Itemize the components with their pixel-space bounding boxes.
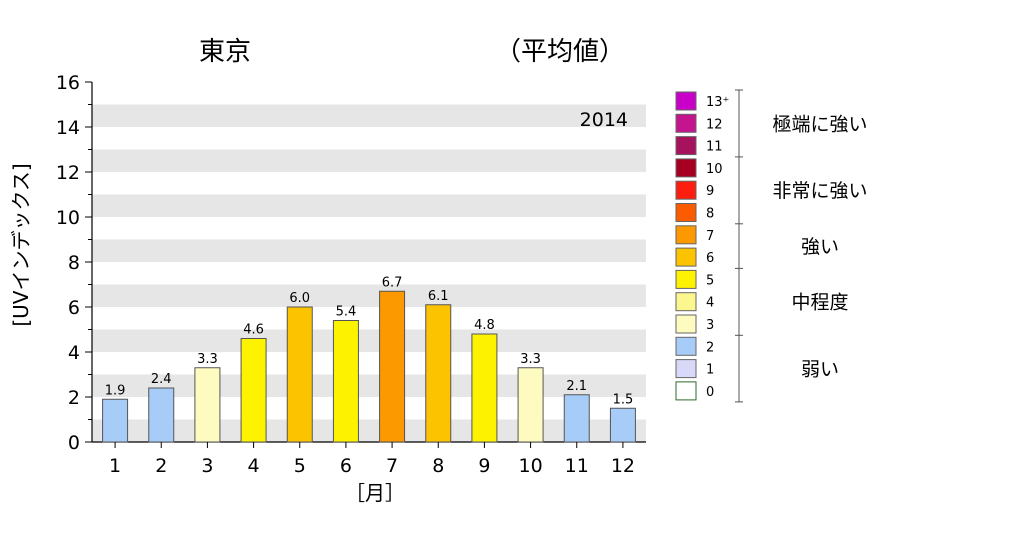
legend-swatch bbox=[675, 225, 697, 245]
legend-level-label: 2 bbox=[706, 340, 714, 355]
bar-month-11 bbox=[563, 394, 590, 443]
grid-band bbox=[92, 104, 646, 127]
y-tick-label: 14 bbox=[56, 117, 80, 139]
grid-band bbox=[92, 419, 646, 442]
bar-month-3 bbox=[194, 367, 221, 443]
y-tick-label: 10 bbox=[56, 207, 80, 229]
bars: 1.9 2.4 3.3 4.6 6.0 5.4 6.7 6.1 4.8 3.3 2.1 1.5 bbox=[102, 275, 636, 443]
y-axis: 0 2 4 6 8 10 12 14 16 bbox=[56, 72, 92, 454]
data-label: 2.4 bbox=[151, 372, 172, 387]
y-tick-label: 0 bbox=[68, 432, 80, 454]
y-tick-label: 4 bbox=[68, 342, 80, 364]
legend-category-label: 強い bbox=[801, 236, 839, 258]
bar-month-1 bbox=[102, 398, 129, 443]
legend-swatch bbox=[675, 336, 697, 356]
legend-level-label: 13⁺ bbox=[706, 95, 729, 110]
year-label: 2014 bbox=[580, 109, 628, 131]
legend-category-label: 中程度 bbox=[791, 292, 848, 314]
legend-level-label: 10 bbox=[706, 162, 723, 177]
data-label: 6.1 bbox=[428, 289, 449, 304]
grid-band bbox=[92, 329, 646, 352]
legend-swatch bbox=[675, 158, 697, 178]
legend-category-label: 弱い bbox=[801, 359, 839, 381]
legend-swatch bbox=[675, 203, 697, 222]
bar-month-9 bbox=[471, 333, 498, 443]
x-tick-label: 6 bbox=[340, 455, 352, 477]
x-axis: 1 2 3 4 5 6 7 8 9 10 11 12 bbox=[109, 442, 635, 477]
data-label: 1.5 bbox=[613, 392, 634, 407]
legend-swatch bbox=[675, 292, 697, 312]
legend-level-label: 3 bbox=[706, 318, 714, 333]
legend-swatch bbox=[675, 359, 697, 379]
legend-level-label: 8 bbox=[706, 207, 714, 222]
x-tick-label: 2 bbox=[155, 455, 167, 477]
legend-level-label: 4 bbox=[706, 296, 714, 311]
x-tick-label: 7 bbox=[386, 455, 398, 477]
x-tick-label: 4 bbox=[248, 455, 260, 477]
bar-month-7 bbox=[379, 290, 406, 443]
data-label: 1.9 bbox=[105, 383, 126, 398]
bar-month-5 bbox=[286, 306, 313, 443]
data-label: 3.3 bbox=[197, 352, 218, 367]
legend-level-label: 6 bbox=[706, 251, 714, 266]
bar-month-8 bbox=[425, 304, 452, 443]
bar-month-2 bbox=[148, 387, 175, 443]
grid-band bbox=[92, 194, 646, 217]
y-tick-label: 8 bbox=[68, 252, 80, 274]
data-label: 6.7 bbox=[382, 275, 403, 290]
legend-level-label: 7 bbox=[706, 229, 714, 244]
legend-level-label: 11 bbox=[706, 140, 723, 155]
legend-swatch bbox=[675, 91, 697, 111]
grid-band bbox=[92, 374, 646, 397]
data-label: 6.0 bbox=[289, 291, 310, 306]
legend-swatch bbox=[675, 314, 697, 334]
y-axis-label: [UVインデックス] bbox=[9, 163, 33, 326]
grid-bands bbox=[92, 104, 646, 442]
legend-swatch bbox=[675, 180, 697, 200]
legend-category-label: 非常に強い bbox=[772, 180, 867, 202]
grid-band bbox=[92, 284, 646, 307]
legend-swatch bbox=[675, 113, 697, 133]
y-tick-label: 12 bbox=[56, 162, 80, 184]
data-label: 4.8 bbox=[474, 318, 495, 333]
x-tick-label: 8 bbox=[432, 455, 444, 477]
grid-band bbox=[92, 149, 646, 172]
x-tick-label: 9 bbox=[478, 455, 490, 477]
x-axis-label: ［月］ bbox=[345, 481, 405, 505]
x-tick-label: 12 bbox=[611, 455, 635, 477]
bar-month-12 bbox=[609, 407, 636, 443]
x-tick-label: 10 bbox=[518, 455, 542, 477]
chart-subtitle: （平均値） bbox=[495, 37, 625, 67]
x-tick-label: 1 bbox=[109, 455, 121, 477]
y-tick-label: 16 bbox=[56, 72, 80, 94]
legend-swatch bbox=[675, 247, 697, 267]
legend-category-label: 極端に強い bbox=[772, 113, 867, 135]
legend-swatch bbox=[675, 381, 697, 401]
x-tick-label: 11 bbox=[565, 455, 589, 477]
legend-level-label: 9 bbox=[706, 184, 714, 199]
legend-swatch bbox=[675, 269, 697, 289]
chart-title: 東京 bbox=[199, 37, 251, 67]
bar-month-6 bbox=[332, 320, 359, 443]
x-tick-label: 5 bbox=[294, 455, 306, 477]
data-label: 5.4 bbox=[336, 305, 357, 320]
y-tick-label: 2 bbox=[68, 387, 80, 409]
legend-level-label: 0 bbox=[706, 385, 714, 400]
data-label: 2.1 bbox=[566, 379, 587, 394]
grid-band bbox=[92, 239, 646, 262]
x-tick-label: 3 bbox=[201, 455, 213, 477]
data-label: 4.6 bbox=[243, 323, 264, 338]
bar-month-4 bbox=[240, 338, 267, 443]
data-label: 3.3 bbox=[520, 352, 541, 367]
legend-level-label: 1 bbox=[706, 363, 714, 378]
bar-month-10 bbox=[517, 367, 544, 443]
legend-level-label: 5 bbox=[706, 273, 714, 288]
y-tick-label: 6 bbox=[68, 297, 80, 319]
legend-level-label: 12 bbox=[706, 117, 723, 132]
legend-swatch bbox=[675, 136, 697, 156]
